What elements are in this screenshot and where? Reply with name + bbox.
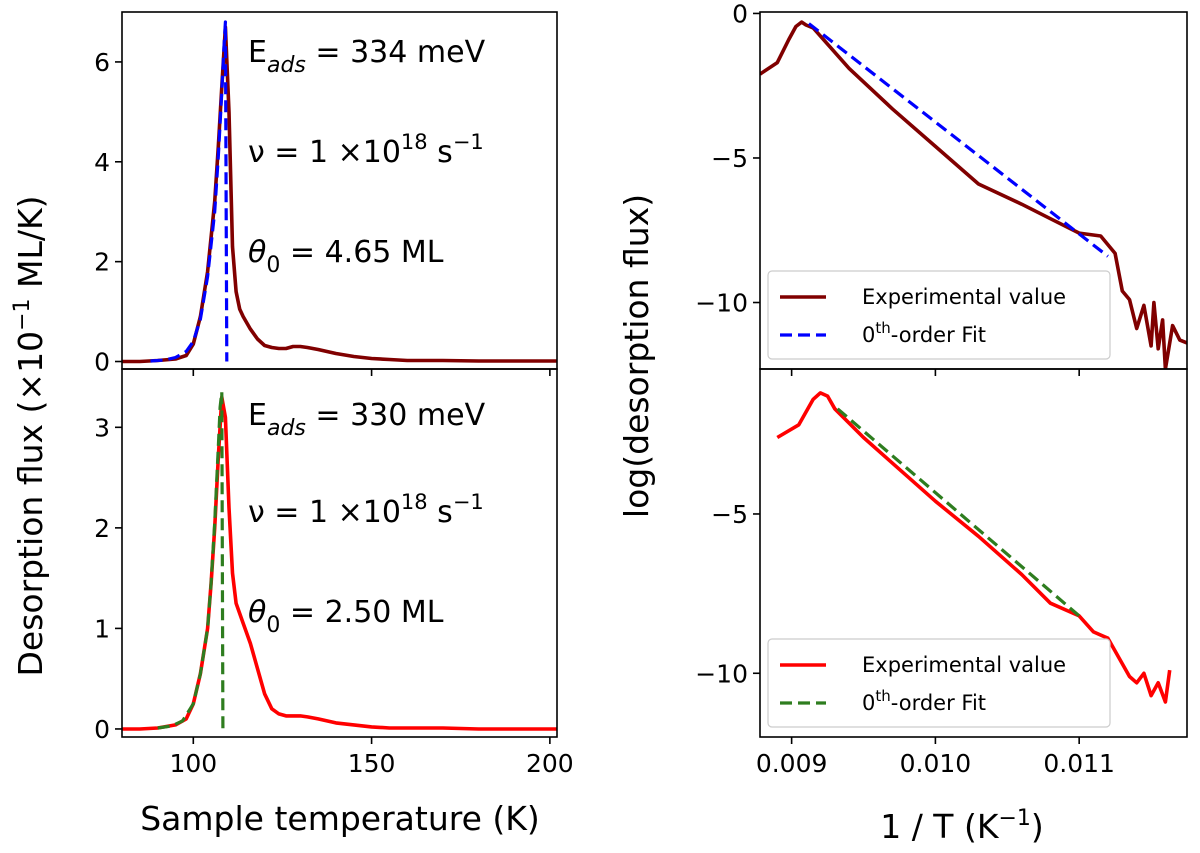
panel-bottom-left: 0 1 2 3 100 150 200 Eads = 330 meV ν = 1 ×1018 s… — [94, 368, 574, 778]
x-tick-label: 200 — [526, 749, 574, 778]
fit-line-top-left — [150, 20, 229, 363]
panel-top-right: 0 −5 −10 Experimental value 0th-order Fit — [695, 0, 1188, 376]
y-tick-label: 0 — [94, 348, 110, 377]
fit-line-top-right — [807, 22, 1109, 258]
y-tick-label: −10 — [695, 289, 748, 318]
experimental-line-bottom-right — [776, 391, 1172, 704]
legend-label-fit: 0th-order Fit — [862, 319, 986, 347]
x-tick-label: 0.011 — [1043, 749, 1115, 778]
panel-bottom-right: −5 −10 0.009 0.010 0.011 Experimental value 0t… — [695, 368, 1188, 778]
axes-frame — [121, 368, 558, 738]
annotation-theta: θ0 = 4.65 ML — [248, 235, 444, 278]
legend-label-experimental: Experimental value — [862, 653, 1066, 677]
y-tick-label: 0 — [732, 0, 748, 28]
plot-area — [776, 391, 1172, 704]
plot-area — [760, 20, 1187, 369]
annotation-eads: Eads = 330 meV — [248, 398, 486, 441]
fit-line-bottom-right — [836, 407, 1081, 618]
annotation-nu: ν = 1 ×1018 s−1 — [248, 490, 484, 530]
experimental-line-top-right — [760, 20, 1187, 369]
y-tick-label: −5 — [711, 500, 748, 529]
right-y-axis-label: log(desorption flux) — [617, 194, 656, 518]
legend-label-experimental: Experimental value — [862, 285, 1066, 309]
plot-area — [122, 390, 557, 731]
legend: Experimental value 0th-order Fit — [767, 270, 1111, 360]
plot-area — [122, 20, 557, 364]
axes-frame — [759, 368, 1188, 738]
y-tick-label: −10 — [695, 659, 748, 688]
right-x-axis-label: 1 / T (K−1) — [880, 806, 1044, 846]
legend-box — [767, 270, 1111, 360]
legend-box — [767, 638, 1111, 728]
y-tick-label: 2 — [94, 514, 110, 543]
x-tick-label: 0.010 — [900, 749, 972, 778]
legend-label-fit: 0th-order Fit — [862, 687, 986, 715]
annotation-theta: θ0 = 2.50 ML — [248, 595, 444, 638]
y-tick-label: 4 — [94, 148, 110, 177]
panel-top-left: 0 2 4 6 Eads = 334 meV ν = 1 ×1018 s−1 θ0 = 4.… — [94, 11, 558, 377]
x-tick-label: 100 — [169, 749, 217, 778]
left-x-axis-label: Sample temperature (K) — [140, 799, 540, 838]
left-y-axis-label: Desorption flux (×10−1 ML/K) — [10, 196, 50, 677]
fit-line-bottom-left — [157, 390, 225, 730]
y-tick-label: 2 — [94, 248, 110, 277]
experimental-line-bottom-left — [122, 395, 557, 731]
y-tick-label: −5 — [711, 144, 748, 173]
x-tick-label: 0.009 — [756, 749, 828, 778]
annotation-eads: Eads = 334 meV — [248, 35, 486, 78]
annotation-nu: ν = 1 ×1018 s−1 — [248, 130, 484, 170]
experimental-line-top-left — [122, 25, 557, 364]
y-tick-label: 3 — [94, 413, 110, 442]
x-tick-label: 150 — [348, 749, 396, 778]
y-tick-label: 6 — [94, 48, 110, 77]
y-tick-label: 1 — [94, 614, 110, 643]
legend: Experimental value 0th-order Fit — [767, 638, 1111, 728]
y-tick-label: 0 — [94, 715, 110, 744]
